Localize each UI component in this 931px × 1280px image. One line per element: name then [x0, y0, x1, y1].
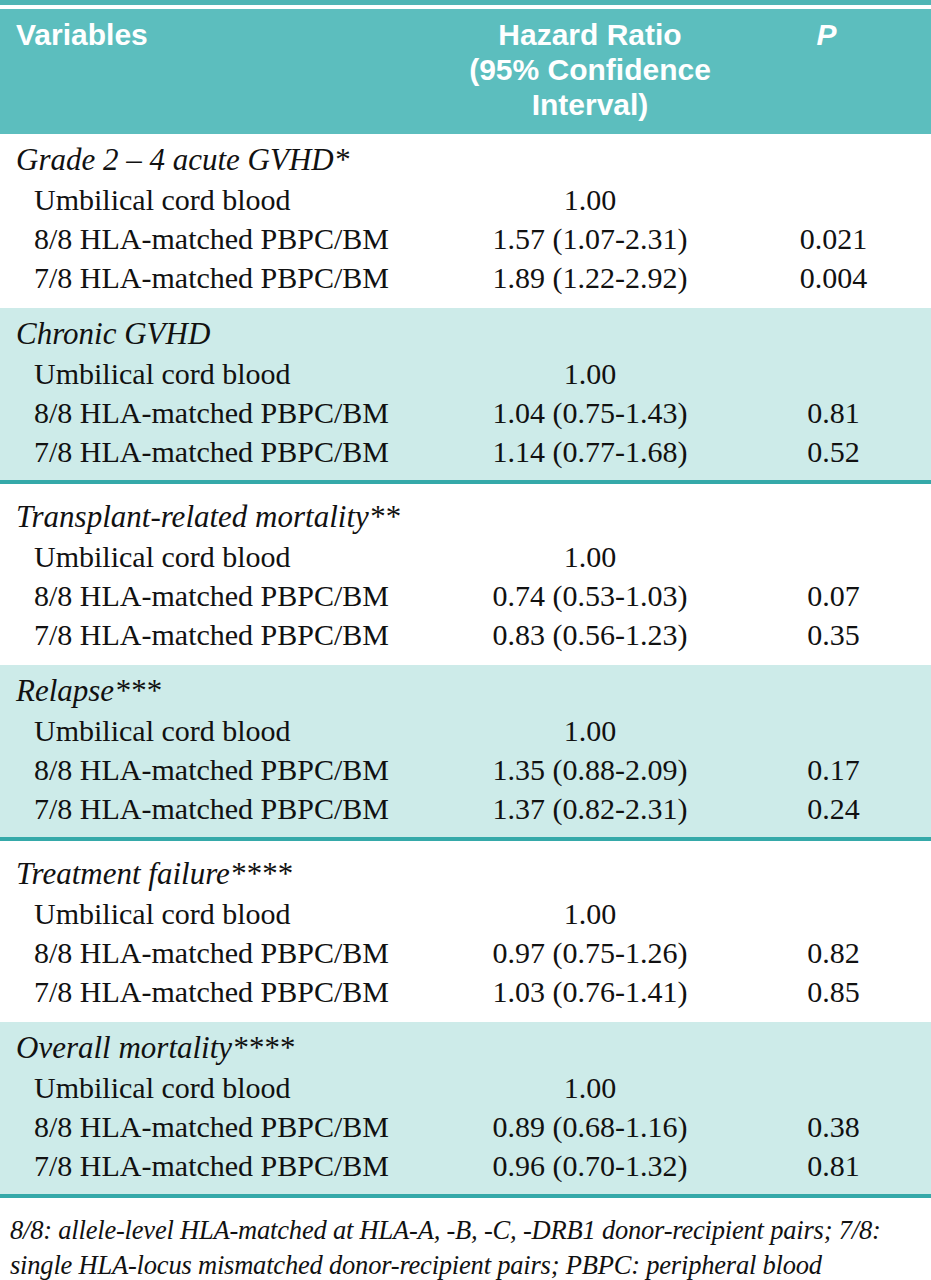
row-label: 8/8 HLA-matched PBPC/BM	[0, 393, 430, 432]
table-row: 8/8 HLA-matched PBPC/BM 1.35 (0.88-2.09)…	[0, 750, 931, 789]
p-value: 0.82	[750, 933, 931, 972]
hazard-ratio-value: 1.89 (1.22-2.92)	[430, 258, 750, 297]
p-value: 0.81	[750, 393, 931, 432]
table-row: 7/8 HLA-matched PBPC/BM 1.89 (1.22-2.92)…	[0, 258, 931, 297]
row-label: Umbilical cord blood	[0, 894, 430, 933]
hazard-ratio-value: 0.83 (0.56-1.23)	[430, 615, 750, 654]
row-label: 7/8 HLA-matched PBPC/BM	[0, 432, 430, 471]
hazard-ratio-value: 1.37 (0.82-2.31)	[430, 789, 750, 828]
table-footnote: 8/8: allele-level HLA-matched at HLA-A, …	[0, 1205, 931, 1280]
hazard-ratio-value: 0.74 (0.53-1.03)	[430, 576, 750, 615]
row-label: 7/8 HLA-matched PBPC/BM	[0, 615, 430, 654]
row-label: Umbilical cord blood	[0, 180, 430, 219]
section-overall-mortality: Overall mortality**** Umbilical cord blo…	[0, 1022, 931, 1198]
section-header: Transplant-related mortality**	[0, 496, 931, 537]
p-value	[750, 1068, 931, 1107]
column-header-p: P	[750, 17, 931, 122]
table-row: 8/8 HLA-matched PBPC/BM 0.97 (0.75-1.26)…	[0, 933, 931, 972]
section-header: Overall mortality****	[0, 1027, 931, 1068]
hazard-ratio-value: 1.00	[430, 537, 750, 576]
table-row: 8/8 HLA-matched PBPC/BM 0.74 (0.53-1.03)…	[0, 576, 931, 615]
table-row: 7/8 HLA-matched PBPC/BM 1.03 (0.76-1.41)…	[0, 972, 931, 1011]
table-top-rule	[0, 0, 931, 5]
p-value	[750, 354, 931, 393]
hazard-ratio-value: 1.00	[430, 711, 750, 750]
section-transplant-mortality: Transplant-related mortality** Umbilical…	[0, 491, 931, 663]
table-row: Umbilical cord blood 1.00	[0, 1068, 931, 1107]
p-value: 0.85	[750, 972, 931, 1011]
p-value: 0.07	[750, 576, 931, 615]
row-label: 7/8 HLA-matched PBPC/BM	[0, 1146, 430, 1185]
table-header-row: Variables Hazard Ratio (95% Confidence I…	[0, 9, 931, 134]
p-value: 0.17	[750, 750, 931, 789]
hazard-ratio-value: 0.96 (0.70-1.32)	[430, 1146, 750, 1185]
section-chronic-gvhd: Chronic GVHD Umbilical cord blood 1.00 8…	[0, 308, 931, 484]
p-value: 0.35	[750, 615, 931, 654]
hazard-ratio-value: 1.00	[430, 894, 750, 933]
p-value	[750, 894, 931, 933]
p-value: 0.38	[750, 1107, 931, 1146]
row-label: Umbilical cord blood	[0, 537, 430, 576]
section-header: Treatment failure****	[0, 853, 931, 894]
hazard-ratio-value: 1.14 (0.77-1.68)	[430, 432, 750, 471]
section-acute-gvhd: Grade 2 – 4 acute GVHD* Umbilical cord b…	[0, 134, 931, 306]
table-row: 7/8 HLA-matched PBPC/BM 0.96 (0.70-1.32)…	[0, 1146, 931, 1185]
row-label: 8/8 HLA-matched PBPC/BM	[0, 219, 430, 258]
table-row: 7/8 HLA-matched PBPC/BM 1.37 (0.82-2.31)…	[0, 789, 931, 828]
table-row: Umbilical cord blood 1.00	[0, 537, 931, 576]
hazard-ratio-value: 1.00	[430, 180, 750, 219]
table-row: 8/8 HLA-matched PBPC/BM 1.04 (0.75-1.43)…	[0, 393, 931, 432]
p-value	[750, 711, 931, 750]
row-label: Umbilical cord blood	[0, 354, 430, 393]
hazard-ratio-value: 1.04 (0.75-1.43)	[430, 393, 750, 432]
table-row: Umbilical cord blood 1.00	[0, 180, 931, 219]
table-row: 8/8 HLA-matched PBPC/BM 1.57 (1.07-2.31)…	[0, 219, 931, 258]
row-label: 8/8 HLA-matched PBPC/BM	[0, 933, 430, 972]
p-value: 0.021	[750, 219, 931, 258]
section-relapse: Relapse*** Umbilical cord blood 1.00 8/8…	[0, 665, 931, 841]
hazard-ratio-header-line2: (95% Confidence Interval)	[430, 52, 750, 122]
section-treatment-failure: Treatment failure**** Umbilical cord blo…	[0, 848, 931, 1020]
section-header: Grade 2 – 4 acute GVHD*	[0, 139, 931, 180]
p-value: 0.52	[750, 432, 931, 471]
row-label: 7/8 HLA-matched PBPC/BM	[0, 258, 430, 297]
row-label: 8/8 HLA-matched PBPC/BM	[0, 576, 430, 615]
column-header-hazard-ratio: Hazard Ratio (95% Confidence Interval)	[430, 17, 750, 122]
row-label: Umbilical cord blood	[0, 711, 430, 750]
hazard-ratio-value: 1.00	[430, 354, 750, 393]
hazard-ratio-value: 1.03 (0.76-1.41)	[430, 972, 750, 1011]
hazard-ratio-value: 0.89 (0.68-1.16)	[430, 1107, 750, 1146]
row-label: Umbilical cord blood	[0, 1068, 430, 1107]
hazard-ratio-header-line1: Hazard Ratio	[498, 18, 681, 51]
hazard-ratio-value: 1.00	[430, 1068, 750, 1107]
table-row: Umbilical cord blood 1.00	[0, 354, 931, 393]
p-value	[750, 537, 931, 576]
table-row: Umbilical cord blood 1.00	[0, 894, 931, 933]
row-label: 7/8 HLA-matched PBPC/BM	[0, 789, 430, 828]
p-value: 0.004	[750, 258, 931, 297]
hazard-ratio-value: 1.57 (1.07-2.31)	[430, 219, 750, 258]
hazard-ratio-value: 1.35 (0.88-2.09)	[430, 750, 750, 789]
row-label: 8/8 HLA-matched PBPC/BM	[0, 1107, 430, 1146]
p-value: 0.81	[750, 1146, 931, 1185]
row-label: 7/8 HLA-matched PBPC/BM	[0, 972, 430, 1011]
p-value: 0.24	[750, 789, 931, 828]
column-header-variables: Variables	[0, 17, 430, 122]
table-row: 8/8 HLA-matched PBPC/BM 0.89 (0.68-1.16)…	[0, 1107, 931, 1146]
p-value	[750, 180, 931, 219]
table-row: 7/8 HLA-matched PBPC/BM 0.83 (0.56-1.23)…	[0, 615, 931, 654]
table-row: 7/8 HLA-matched PBPC/BM 1.14 (0.77-1.68)…	[0, 432, 931, 471]
hazard-ratio-table: Variables Hazard Ratio (95% Confidence I…	[0, 0, 931, 1280]
row-label: 8/8 HLA-matched PBPC/BM	[0, 750, 430, 789]
hazard-ratio-value: 0.97 (0.75-1.26)	[430, 933, 750, 972]
section-header: Relapse***	[0, 670, 931, 711]
section-header: Chronic GVHD	[0, 313, 931, 354]
table-row: Umbilical cord blood 1.00	[0, 711, 931, 750]
